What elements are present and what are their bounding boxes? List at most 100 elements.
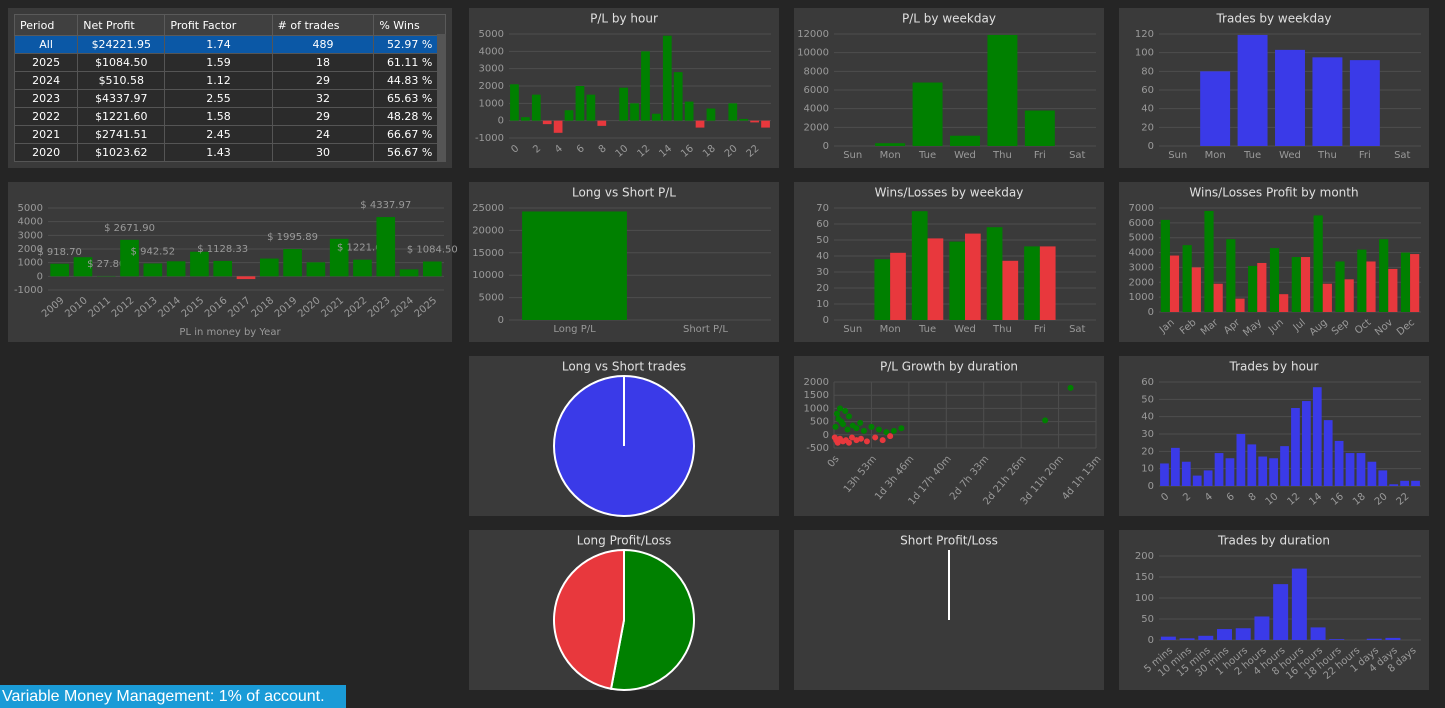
bar (1269, 248, 1280, 312)
table-cell: 2020 (13, 143, 79, 162)
bar (1312, 57, 1343, 147)
y-tick-label: 40 (1141, 104, 1154, 115)
point (883, 429, 890, 436)
y-tick-label: 1000 (804, 403, 829, 414)
bar (1366, 261, 1376, 312)
y-tick-label: 2000 (1129, 277, 1154, 288)
table-row[interactable]: 2023 $4337.97 2.55 32 65.63 % (13, 89, 446, 108)
point (863, 438, 870, 445)
bar (542, 120, 552, 125)
bar (1248, 265, 1258, 312)
table-cell: 2022 (13, 107, 79, 126)
y-tick-label: 500 (810, 417, 829, 428)
bar (1160, 463, 1169, 486)
x-tick-label: Wed (954, 324, 976, 335)
column-header: Net Profit (77, 14, 166, 36)
bar (1400, 480, 1409, 486)
table-cell: 48.28 % (373, 107, 446, 126)
table-cell: 489 (271, 35, 375, 54)
table-row[interactable]: 2021 $2741.51 2.45 24 66.67 % (13, 125, 446, 144)
x-tick-label: Tue (1243, 150, 1261, 161)
bar (1236, 434, 1246, 486)
table-row[interactable]: 2025 $1084.50 1.59 18 61.11 % (13, 53, 446, 72)
scrollbar[interactable] (437, 34, 446, 162)
table-cell: 1.43 (164, 143, 273, 162)
bar (950, 135, 980, 146)
bar (521, 117, 530, 121)
bar (1200, 71, 1231, 146)
bar (423, 261, 442, 277)
y-tick-label: 50 (1141, 614, 1154, 625)
column-header: # of trades (271, 14, 375, 36)
bar (1203, 470, 1213, 486)
bar (874, 259, 891, 320)
bar (662, 35, 672, 121)
chart-title: Long vs Short trades (562, 360, 686, 374)
bar (1379, 239, 1389, 312)
table-cell: $1023.62 (77, 143, 166, 162)
y-tick-label: 5000 (479, 29, 504, 40)
table-cell: 32 (271, 89, 375, 108)
y-tick-label: 12000 (797, 29, 829, 40)
y-tick-label: 0 (823, 315, 829, 326)
y-tick-label: 1000 (479, 98, 504, 109)
point (839, 421, 846, 428)
table-row[interactable]: All $24221.95 1.74 489 52.97 % (13, 35, 446, 54)
summary-table-panel: Period Net Profit Profit Factor # of trades… (8, 8, 452, 168)
x-tick-label: Mon (880, 324, 901, 335)
y-tick-label: 1500 (804, 390, 829, 401)
x-tick-label: Sun (843, 150, 862, 161)
bar (1160, 219, 1170, 312)
bar (553, 120, 563, 133)
x-tick-label: Tue (918, 324, 936, 335)
bar (1291, 257, 1301, 312)
bar (1291, 568, 1307, 640)
bar (510, 84, 519, 121)
x-tick-label: Long P/L (553, 324, 596, 335)
table-row[interactable]: 2022 $1221.60 1.58 29 48.28 % (13, 107, 446, 126)
point (844, 426, 851, 433)
y-tick-label: -500 (806, 443, 829, 454)
y-tick-label: 0 (37, 271, 43, 282)
bar (1310, 627, 1326, 640)
table-cell: $2741.51 (77, 125, 166, 144)
bar (1356, 453, 1366, 486)
point (887, 433, 894, 440)
bar (1179, 638, 1195, 640)
bar (1334, 440, 1344, 486)
y-tick-label: 100 (1135, 593, 1154, 604)
x-tick-label: Thu (992, 150, 1012, 161)
data-label: $ 4337.97 (360, 200, 411, 211)
y-tick-label: 60 (816, 219, 829, 230)
data-label: $ 1128.33 (197, 244, 248, 255)
y-tick-label: 3000 (18, 230, 43, 241)
y-tick-label: 0 (823, 141, 829, 152)
panel (1119, 356, 1429, 516)
chart-title: P/L by weekday (902, 12, 996, 26)
table-row[interactable]: 2024 $510.58 1.12 29 44.83 % (13, 71, 446, 90)
point (890, 427, 897, 434)
x-tick-label: Thu (1317, 150, 1337, 161)
table-cell: 56.67 % (373, 143, 446, 162)
bar (1279, 294, 1289, 312)
chart-title: Trades by weekday (1215, 12, 1331, 26)
bar (1024, 246, 1040, 320)
bar (1388, 268, 1398, 312)
x-tick-label: Mon (1205, 150, 1226, 161)
bar (1171, 447, 1180, 486)
bar (1275, 49, 1305, 146)
table-cell: 1.58 (164, 107, 273, 126)
bar (329, 238, 349, 277)
table-cell: 2.45 (164, 125, 273, 144)
table-row[interactable]: 2020 $1023.62 1.43 30 56.67 % (13, 143, 446, 162)
y-tick-label: 3000 (479, 64, 504, 75)
y-tick-label: 0 (1148, 481, 1154, 492)
bar (306, 262, 326, 277)
y-tick-label: 5000 (18, 203, 43, 214)
y-tick-label: 20 (1141, 122, 1154, 133)
column-header: % Wins (373, 14, 446, 36)
panel (794, 8, 1104, 168)
bar (1254, 616, 1270, 640)
table-cell: 52.97 % (373, 35, 446, 54)
